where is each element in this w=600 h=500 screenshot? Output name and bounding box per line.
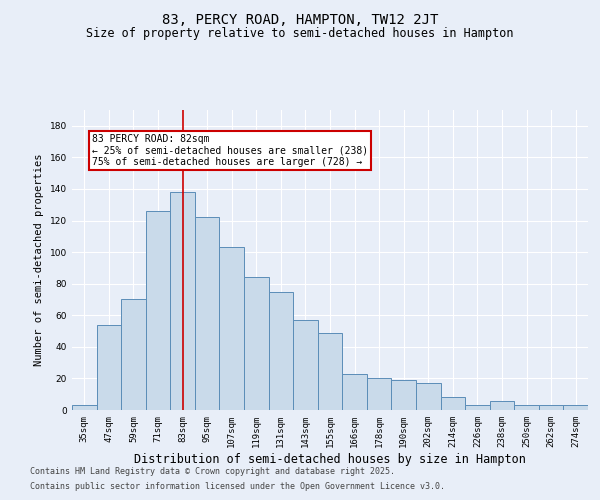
Bar (72, 406, 97, 410)
Bar (391, 380, 416, 410)
Text: 83, PERCY ROAD, HAMPTON, TW12 2JT: 83, PERCY ROAD, HAMPTON, TW12 2JT (162, 12, 438, 26)
Bar (195, 218, 220, 410)
Y-axis label: Number of semi-detached properties: Number of semi-detached properties (34, 154, 44, 366)
Bar (244, 278, 269, 410)
Text: Size of property relative to semi-detached houses in Hampton: Size of property relative to semi-detach… (86, 28, 514, 40)
Bar (440, 398, 465, 410)
Bar (318, 332, 342, 410)
Text: 83 PERCY ROAD: 82sqm
← 25% of semi-detached houses are smaller (238)
75% of semi: 83 PERCY ROAD: 82sqm ← 25% of semi-detac… (92, 134, 368, 167)
Bar (121, 300, 146, 410)
Bar (416, 383, 440, 410)
Bar (97, 324, 121, 410)
Bar (293, 320, 318, 410)
Text: Contains public sector information licensed under the Open Government Licence v3: Contains public sector information licen… (30, 482, 445, 491)
Bar (563, 406, 588, 410)
Bar (220, 248, 244, 410)
Bar (170, 192, 195, 410)
Bar (269, 292, 293, 410)
Bar (490, 400, 514, 410)
Text: Contains HM Land Registry data © Crown copyright and database right 2025.: Contains HM Land Registry data © Crown c… (30, 467, 395, 476)
Bar (342, 374, 367, 410)
Bar (514, 406, 539, 410)
Bar (465, 406, 490, 410)
Bar (146, 211, 170, 410)
Bar (539, 406, 563, 410)
X-axis label: Distribution of semi-detached houses by size in Hampton: Distribution of semi-detached houses by … (134, 452, 526, 466)
Bar (367, 378, 391, 410)
